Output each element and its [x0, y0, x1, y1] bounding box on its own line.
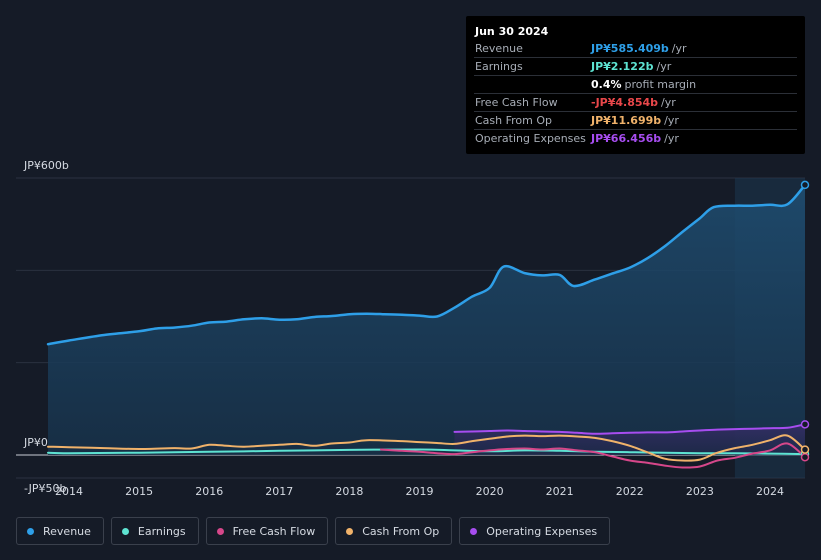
earnings-line	[47, 448, 806, 456]
x-tick-label: 2017	[265, 485, 293, 498]
tooltip-row-unit: /yr	[661, 96, 676, 109]
legend-item-cash-from-op[interactable]: Cash From Op	[335, 517, 453, 545]
chart-legend: Revenue Earnings Free Cash Flow Cash From O…	[16, 517, 611, 545]
tooltip-row: Operating Expenses JP¥66.456b/yr	[474, 129, 797, 147]
y-axis-tick-labels: JP¥600b JP¥0 -JP¥50b	[23, 159, 69, 495]
revenue-area	[48, 184, 805, 455]
tooltip-row-unit: /yr	[671, 42, 687, 55]
tooltip-row: Revenue JP¥585.409b/yr	[474, 40, 797, 57]
y-tick-label: JP¥0	[23, 436, 48, 449]
tooltip-row-unit: /yr	[664, 114, 679, 127]
x-tick-label: 2022	[616, 485, 644, 498]
legend-dot-icon	[346, 527, 354, 535]
revenue-endpoint	[800, 180, 810, 190]
tooltip-row-unit: /yr	[656, 60, 672, 73]
x-tick-label: 2024	[756, 485, 784, 498]
x-axis-tick-labels: 2014 2015 2016 2017 2018 2019 2020 2021 2022 2023…	[55, 485, 784, 498]
legend-label: Earnings	[137, 524, 186, 538]
legend-dot-icon	[470, 527, 478, 535]
tooltip-row: Free Cash Flow -JP¥4.854b/yr	[474, 93, 797, 111]
legend-item-revenue[interactable]: Revenue	[16, 517, 104, 545]
tooltip-row-label: Earnings	[475, 60, 523, 73]
x-tick-label: 2019	[405, 485, 433, 498]
tooltip-row-label: Revenue	[475, 42, 523, 55]
revenue-line	[46, 183, 807, 346]
legend-label: Cash From Op	[362, 524, 440, 538]
x-tick-label: 2016	[195, 485, 223, 498]
x-tick-label: 2014	[55, 485, 83, 498]
data-tooltip: Jun 30 2024 Revenue JP¥585.409b/yr Earning…	[466, 16, 805, 154]
y-tick-label: -JP¥50b	[24, 482, 66, 495]
legend-label: Revenue	[43, 524, 91, 538]
tooltip-row-label: Operating Expenses	[475, 132, 586, 145]
legend-dot-icon	[216, 527, 224, 535]
tooltip-rows: Revenue JP¥585.409b/yr Earnings JP¥2.122b/y…	[474, 40, 797, 147]
x-tick-label: 2023	[686, 485, 714, 498]
cash-from-op-line	[47, 434, 806, 462]
series-lines	[46, 183, 807, 469]
tooltip-row: 0.4% profit margin	[474, 75, 797, 93]
y-tick-label: JP¥600b	[23, 159, 69, 172]
series-endpoints	[800, 180, 810, 462]
legend-item-free-cash-flow[interactable]: Free Cash Flow	[205, 517, 329, 545]
x-tick-label: 2021	[546, 485, 574, 498]
legend-item-earnings[interactable]: Earnings	[110, 517, 199, 545]
tooltip-date: Jun 30 2024	[475, 25, 549, 38]
tooltip-row-value: JP¥11.699b	[591, 114, 662, 127]
free-cash-flow-endpoint	[800, 452, 810, 462]
tooltip-row-label: Cash From Op	[475, 114, 553, 127]
legend-label: Free Cash Flow	[232, 524, 316, 538]
legend-item-operating-expenses[interactable]: Operating Expenses	[459, 517, 611, 545]
cash-from-op-endpoint	[800, 445, 810, 454]
x-tick-label: 2018	[335, 485, 363, 498]
tooltip-row-value: JP¥2.122b	[591, 60, 654, 73]
operating-expenses-line	[453, 423, 806, 435]
legend-dot-icon	[121, 527, 129, 535]
tooltip-row-value: -JP¥4.854b	[591, 96, 659, 109]
tooltip-row-label	[474, 76, 591, 93]
legend-label: Operating Expenses	[486, 524, 598, 538]
x-tick-label: 2020	[476, 485, 504, 498]
x-tick-label: 2015	[125, 485, 153, 498]
tooltip-row-unit: profit margin	[624, 78, 697, 91]
tooltip-row: Cash From Op JP¥11.699b/yr	[474, 111, 797, 129]
tooltip-row: Earnings JP¥2.122b/yr	[474, 57, 797, 75]
tooltip-row-value: JP¥585.409b	[591, 42, 669, 55]
tooltip-row-label: Free Cash Flow	[475, 96, 558, 109]
tooltip-row-unit: /yr	[664, 132, 679, 145]
operating-expenses-endpoint	[800, 420, 810, 429]
tooltip-row-value: JP¥66.456b	[591, 132, 662, 145]
tooltip-row-value: 0.4%	[591, 78, 622, 91]
free-cash-flow-line	[379, 442, 806, 469]
legend-dot-icon	[27, 527, 34, 535]
